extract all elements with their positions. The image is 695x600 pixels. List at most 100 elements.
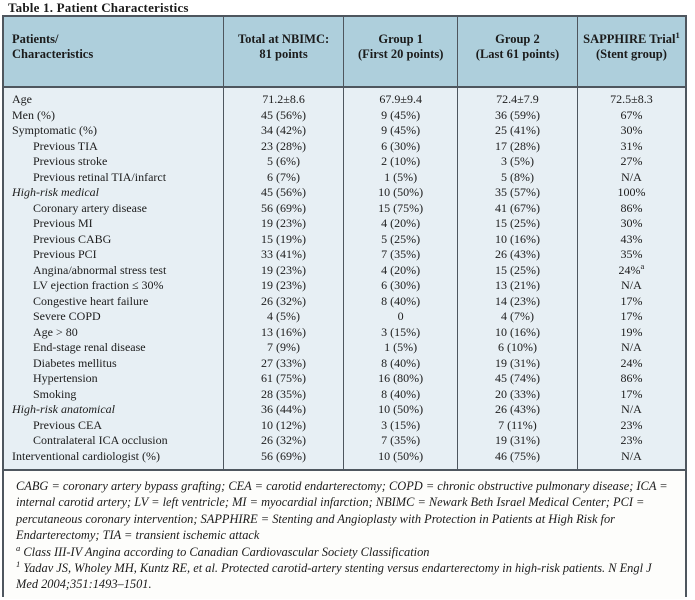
row-label: Age (12, 92, 32, 106)
cell-value: 4 (5%) (222, 309, 344, 325)
cell-value: N/A (576, 169, 685, 185)
cell-value: 19% (576, 324, 685, 340)
cell-value: 24%a (576, 260, 685, 278)
cell-value: 26 (43%) (457, 247, 578, 263)
cell-value: 35 (57%) (457, 185, 578, 201)
cell-value: 7 (35%) (343, 247, 458, 263)
cell-value: 71.2±8.6 (222, 87, 344, 108)
row-label: Symptomatic (%) (12, 123, 97, 137)
cell-value: 10 (12%) (222, 417, 344, 433)
cell-value: 6 (30%) (343, 278, 458, 294)
table-container: Patients/ Characteristics Total at NBIMC… (2, 15, 687, 599)
table-row: Previous TIA 23 (28%) 6 (30%) 17 (28%) 31% (4, 138, 685, 154)
cell-value: 100% (576, 185, 685, 201)
cell-value: 13 (16%) (222, 324, 344, 340)
header-row: Patients/ Characteristics Total at NBIMC… (4, 17, 685, 88)
cell-value: 2 (10%) (343, 154, 458, 170)
cell-value: 25 (41%) (457, 123, 578, 139)
row-label: Previous PCI (33, 247, 97, 261)
cell-value: 27% (576, 154, 685, 170)
column-header-group2: Group 2 (Last 61 points) (457, 17, 578, 88)
cell-value: 8 (40%) (343, 355, 458, 371)
row-label: Coronary artery disease (33, 200, 147, 215)
cell-value: 67% (576, 107, 685, 123)
row-label: Previous TIA (33, 138, 98, 153)
cell-value: 14 (23%) (457, 293, 578, 309)
cell-value: 5 (8%) (457, 169, 578, 185)
sapphire-footnote-marker: 1 (675, 29, 680, 40)
cell-value: 30% (576, 216, 685, 232)
cell-value: 10 (50%) (343, 448, 458, 469)
column-header-group1: Group 1 (First 20 points) (343, 17, 458, 88)
table-row: High-risk medical 45 (56%) 10 (50%) 35 (57%… (4, 185, 685, 201)
cell-value: 34 (42%) (222, 123, 344, 139)
cell-value: 6 (30%) (343, 138, 458, 154)
cell-value: 19 (23%) (222, 262, 344, 278)
cell-value: 17% (576, 386, 685, 402)
cell-value: N/A (576, 278, 685, 294)
row-label: Contralateral ICA occlusion (33, 433, 168, 447)
cell-value: 27 (33%) (222, 355, 344, 371)
table-header: Patients/ Characteristics Total at NBIMC… (4, 17, 685, 88)
column-header-sapphire: SAPPHIRE Trial1 (Stent group) (576, 17, 685, 88)
row-label: Severe COPD (33, 309, 101, 323)
row-label: Previous retinal TIA/infarct (33, 169, 167, 184)
cell-value: 15 (19%) (222, 231, 344, 247)
cell-value: 23 (28%) (222, 138, 344, 154)
cell-value: 61 (75%) (222, 371, 344, 387)
abbreviations-note: CABG = coronary artery bypass grafting; … (16, 479, 668, 543)
table-row: Diabetes mellitus 27 (33%) 8 (40%) 19 (31%)… (4, 355, 685, 371)
cell-value: 17% (576, 293, 685, 309)
table-row: Contralateral ICA occlusion 26 (32%) 7 (35… (4, 433, 685, 449)
table-title: Table 1. Patient Characteristics (8, 0, 189, 15)
cell-value: N/A (576, 340, 685, 356)
cell-value: 20 (33%) (457, 386, 578, 402)
row-label: High-risk anatomical (12, 402, 115, 416)
table-row: Men (%) 45 (56%) 9 (45%) 36 (59%) 67% (4, 107, 685, 123)
cell-value: 4 (20%) (343, 262, 458, 278)
cell-value: 28 (35%) (222, 386, 344, 402)
cell-value: 0 (343, 309, 458, 325)
row-label: LV ejection fraction ≤ 30% (33, 278, 164, 292)
cell-value: 56 (69%) (222, 200, 344, 216)
footnote-marker: a (640, 260, 645, 271)
cell-value: N/A (576, 402, 685, 418)
table-row: LV ejection fraction ≤ 30% 19 (23%) 6 (30%… (4, 278, 685, 294)
table-row: Hypertension 61 (75%) 16 (80%) 45 (74%) 86% (4, 371, 685, 387)
cell-value-text: 24% (618, 262, 641, 277)
row-label: Previous CEA (33, 417, 102, 432)
footnote-1-text: Yadav JS, Wholey MH, Kuntz RE, et al. Pr… (16, 561, 652, 592)
row-label: Men (%) (12, 107, 55, 122)
cell-value: 41 (67%) (457, 200, 578, 216)
column-header-total-nbimc: Total at NBIMC: 81 points (222, 17, 344, 88)
cell-value: 36 (44%) (222, 402, 344, 418)
cell-value: 19 (31%) (457, 355, 578, 371)
sapphire-header-text: SAPPHIRE Trial (583, 31, 676, 46)
footnote-1: 1 Yadav JS, Wholey MH, Kuntz RE, et al. … (16, 560, 673, 593)
cell-value: 43% (576, 231, 685, 247)
sapphire-header-subtext: (Stent group) (595, 46, 667, 61)
row-label: Previous CABG (33, 231, 112, 246)
row-label: Diabetes mellitus (33, 355, 117, 370)
table-row: Severe COPD 4 (5%) 0 4 (7%) 17% (4, 309, 685, 325)
row-label: Previous stroke (33, 154, 108, 168)
cell-value: 86% (576, 371, 685, 387)
cell-value: 9 (45%) (343, 107, 458, 123)
cell-value: 1 (5%) (343, 340, 458, 356)
cell-value: 19 (31%) (457, 433, 578, 449)
table-row: Previous CEA 10 (12%) 3 (15%) 7 (11%) 23% (4, 417, 685, 433)
cell-value: 8 (40%) (343, 386, 458, 402)
cell-value: 4 (7%) (457, 309, 578, 325)
table-body: Age 71.2±8.6 67.9±9.4 72.4±7.9 72.5±8.3 Men (… (4, 87, 685, 469)
cell-value: 67.9±9.4 (343, 87, 458, 108)
row-label: Previous MI (33, 216, 93, 230)
cell-value: 23% (576, 417, 685, 433)
row-label: Age > 80 (33, 324, 78, 339)
table-row: Symptomatic (%) 34 (42%) 9 (45%) 25 (41%) 30… (4, 123, 685, 139)
cell-value: 7 (11%) (457, 417, 578, 433)
table-row: High-risk anatomical 36 (44%) 10 (50%) 26 (… (4, 402, 685, 418)
table-row: End-stage renal disease 7 (9%) 1 (5%) 6 (10… (4, 340, 685, 356)
cell-value: 23% (576, 433, 685, 449)
table-row: Previous retinal TIA/infarct 6 (7%) 1 (5%)… (4, 169, 685, 185)
cell-value: 15 (25%) (457, 262, 578, 278)
